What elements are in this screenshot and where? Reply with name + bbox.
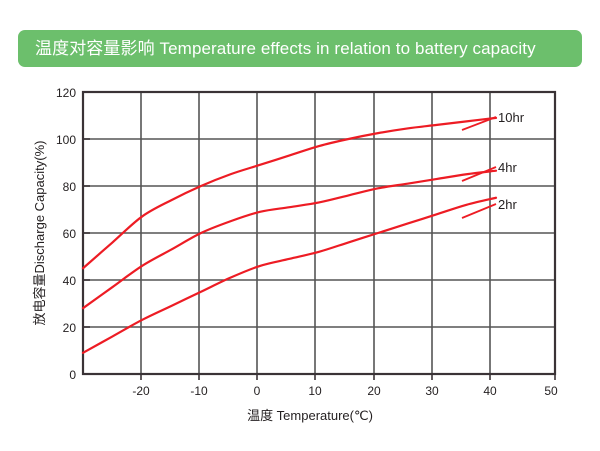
- leader-line-2hr: [461, 203, 497, 219]
- xtick-label-minus10: -10: [190, 384, 208, 398]
- ytick-label-20: 20: [63, 321, 77, 335]
- ytick-label-60: 60: [63, 227, 77, 241]
- y-axis-title: 放电容量Discharge Capacity(%): [32, 141, 47, 326]
- series-labels: 10hr 4hr 2hr: [498, 110, 525, 212]
- series-label-2hr: 2hr: [498, 197, 517, 212]
- ytick-label-120: 120: [56, 86, 76, 100]
- horizontal-gridlines: [83, 138, 555, 328]
- xtick-label-10: 10: [308, 384, 322, 398]
- series-leader-lines: [461, 116, 497, 219]
- xtick-label-minus20: -20: [132, 384, 150, 398]
- leader-line-4hr: [461, 166, 497, 182]
- xtick-label-50: 50: [544, 384, 558, 398]
- ytick-label-40: 40: [63, 274, 77, 288]
- ytick-label-80: 80: [63, 180, 77, 194]
- curve-10hr: [81, 116, 498, 270]
- x-tick-labels: -20 -10 0 10 20 30 40 50: [132, 384, 558, 398]
- ytick-label-0: 0: [69, 368, 76, 382]
- leader-line-10hr: [461, 116, 497, 131]
- xtick-label-20: 20: [367, 384, 381, 398]
- xtick-label-30: 30: [425, 384, 439, 398]
- x-axis-title: 温度 Temperature(℃): [247, 408, 373, 423]
- y-tick-labels: 120 100 80 60 40 20 0: [56, 86, 76, 382]
- curve-4hr: [81, 169, 498, 310]
- xtick-label-40: 40: [483, 384, 497, 398]
- y-tick-marks: [83, 91, 90, 375]
- chart-title-banner: 温度对容量影响 Temperature effects in relation …: [18, 30, 582, 67]
- series-label-4hr: 4hr: [498, 160, 517, 175]
- ytick-label-100: 100: [56, 133, 76, 147]
- xtick-label-0: 0: [254, 384, 261, 398]
- curve-2hr: [81, 196, 498, 354]
- data-series-group: [81, 116, 498, 354]
- x-tick-marks: [140, 374, 556, 380]
- chart-title-text: 温度对容量影响 Temperature effects in relation …: [35, 39, 536, 58]
- series-label-10hr: 10hr: [498, 110, 525, 125]
